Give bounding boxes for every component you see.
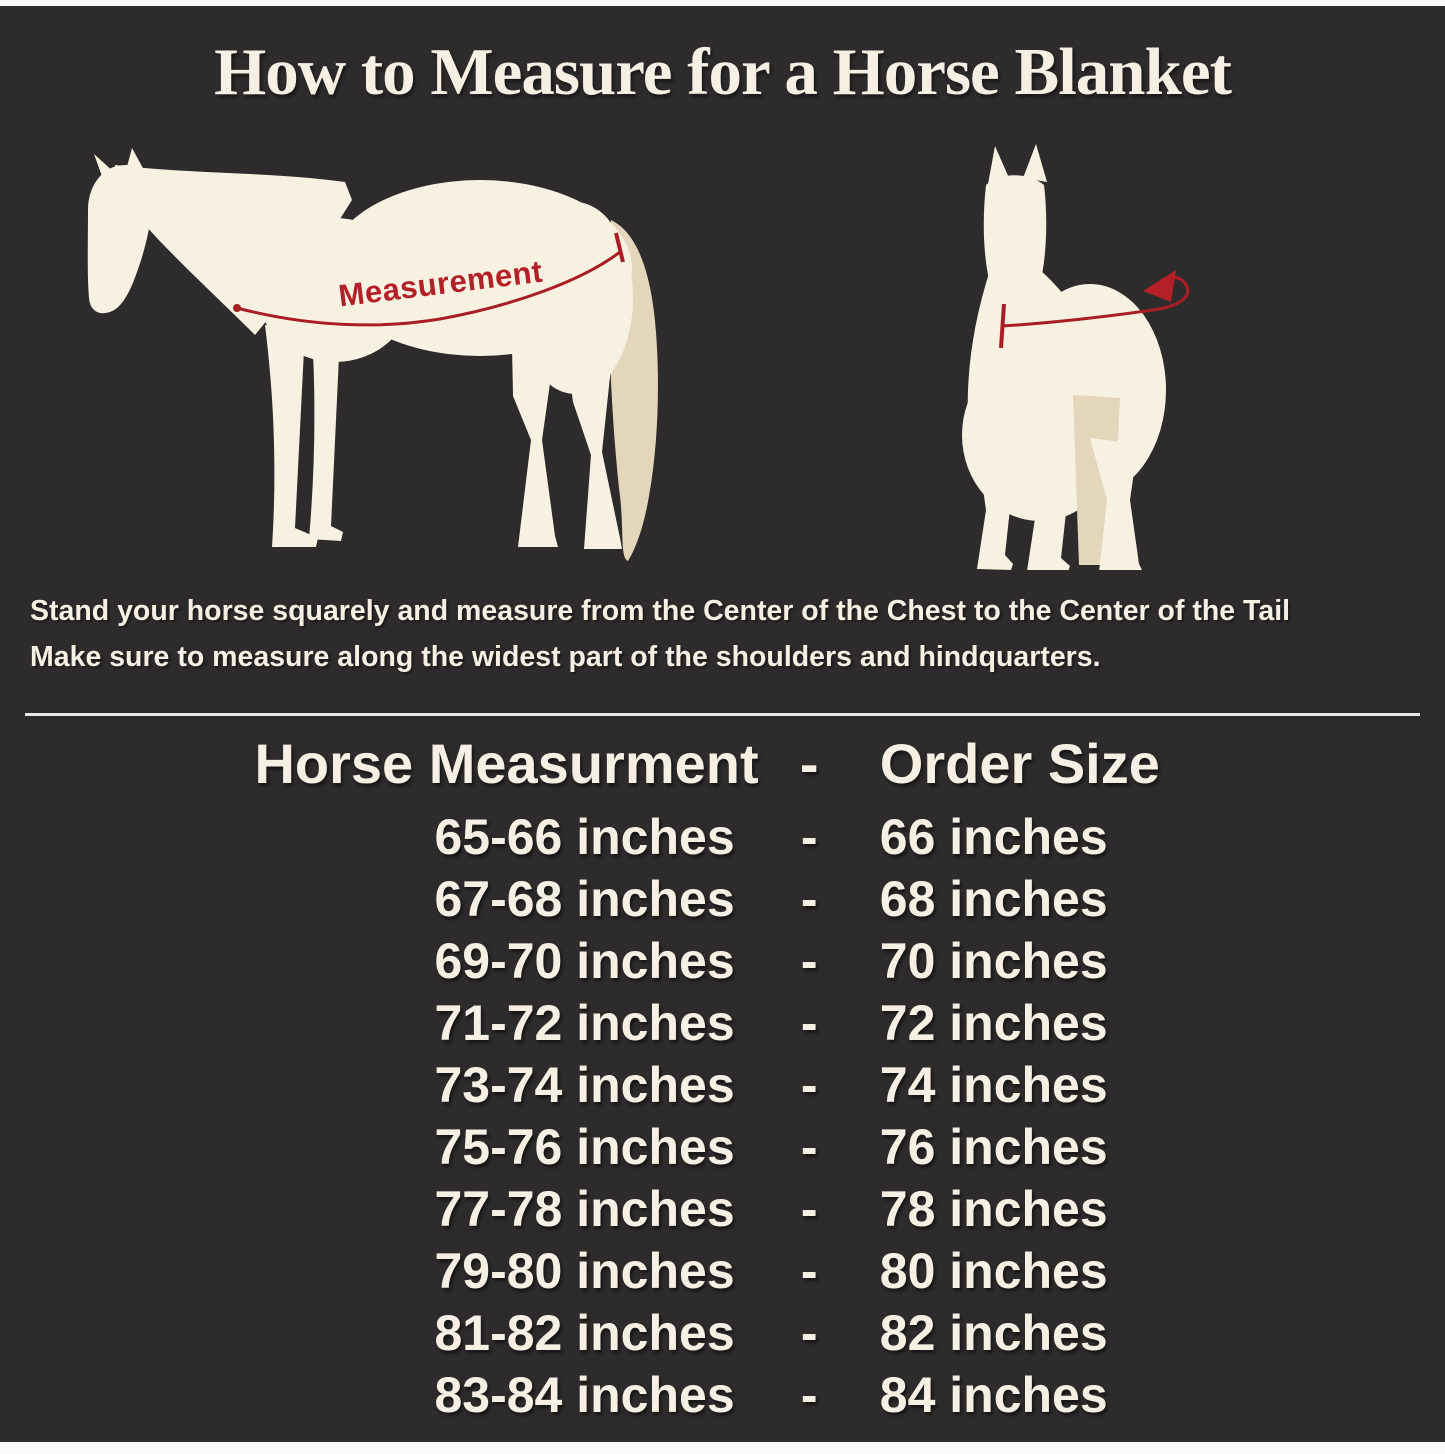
size-row: 83-84 inches - 84 inches	[0, 1364, 1445, 1426]
horse-measurement-value: 81-82 inches	[434, 1305, 735, 1361]
row-separator: -	[800, 1057, 818, 1113]
side-view-horse-illustration: Measurement	[80, 140, 680, 570]
order-size-value: 68 inches	[879, 871, 1108, 927]
horse-front-leg	[309, 332, 343, 541]
size-chart: Horse Measurment - Order Size 65-66 inch…	[0, 728, 1445, 1426]
measurement-end-tick	[614, 232, 625, 263]
row-separator: -	[800, 871, 818, 927]
order-size-value: 80 inches	[879, 1243, 1108, 1299]
horse-measurement-value: 77-78 inches	[434, 1181, 735, 1237]
horse-measurement-value: 65-66 inches	[434, 809, 735, 865]
girth-arrowhead	[1143, 270, 1176, 302]
size-row: 71-72 inches - 72 inches	[0, 992, 1445, 1054]
size-row: 67-68 inches - 68 inches	[0, 868, 1445, 930]
horse-front-leg	[265, 325, 318, 547]
side-view-horse-image	[87, 148, 658, 561]
row-separator: -	[800, 1119, 818, 1175]
horse-ear	[1023, 144, 1047, 182]
row-separator: -	[800, 1243, 818, 1299]
order-size-value: 70 inches	[879, 933, 1108, 989]
size-row: 79-80 inches - 80 inches	[0, 1240, 1445, 1302]
front-view-horse-image	[962, 144, 1190, 570]
row-separator: -	[800, 995, 818, 1051]
horse-rump	[517, 202, 633, 394]
section-divider	[25, 713, 1420, 716]
row-separator: -	[800, 933, 818, 989]
horse-measurement-value: 79-80 inches	[434, 1243, 735, 1299]
horse-measurement-value: 71-72 inches	[434, 995, 735, 1051]
horse-ear	[988, 146, 1009, 184]
horse-front-leg	[1027, 473, 1070, 570]
measuring-instructions: Stand your horse squarely and measure fr…	[30, 588, 1430, 680]
horse-neck	[115, 165, 352, 335]
front-view-horse-illustration	[940, 140, 1210, 570]
page-title: How to Measure for a Horse Blanket	[214, 35, 1232, 109]
measurement-curve	[236, 250, 621, 327]
instructions-line-2: Make sure to measure along the widest pa…	[30, 641, 1101, 673]
horse-hind-leg	[1090, 438, 1142, 570]
size-row: 73-74 inches - 74 inches	[0, 1054, 1445, 1116]
column-header-horse-measurement: Horse Measurment	[254, 732, 759, 795]
row-separator: -	[800, 1305, 818, 1361]
horse-front-leg	[977, 468, 1014, 570]
size-row: 81-82 inches - 82 inches	[0, 1302, 1445, 1364]
order-size-value: 74 inches	[879, 1057, 1108, 1113]
horse-measurement-value: 75-76 inches	[434, 1119, 735, 1175]
size-row: 75-76 inches - 76 inches	[0, 1116, 1445, 1178]
order-size-value: 82 inches	[879, 1305, 1108, 1361]
girth-arrow-curve	[1001, 275, 1190, 328]
header-separator: -	[799, 732, 819, 795]
order-size-value: 76 inches	[879, 1119, 1108, 1175]
horse-head	[983, 175, 1047, 306]
row-separator: -	[800, 809, 818, 865]
row-separator: -	[800, 1367, 818, 1423]
row-separator: -	[800, 1181, 818, 1237]
order-size-value: 72 inches	[879, 995, 1108, 1051]
column-header-order-size: Order Size	[879, 732, 1160, 795]
size-chart-rows: 65-66 inches - 66 inches 67-68 inches - …	[0, 806, 1445, 1426]
horse-hind-leg	[566, 350, 622, 549]
measurement-start-dot	[233, 304, 241, 312]
size-row: 77-78 inches - 78 inches	[0, 1178, 1445, 1240]
instructions-line-1: Stand your horse squarely and measure fr…	[30, 595, 1291, 627]
size-row: 65-66 inches - 66 inches	[0, 806, 1445, 868]
order-size-value: 78 inches	[879, 1181, 1108, 1237]
horse-measurement-value: 83-84 inches	[434, 1367, 735, 1423]
horse-hind-leg	[512, 345, 558, 547]
horse-measurement-value: 69-70 inches	[434, 933, 735, 989]
order-size-value: 84 inches	[879, 1367, 1108, 1423]
horse-measurement-value: 67-68 inches	[434, 871, 735, 927]
order-size-value: 66 inches	[879, 809, 1108, 865]
size-row: 69-70 inches - 70 inches	[0, 930, 1445, 992]
size-chart-header: Horse Measurment - Order Size	[0, 728, 1445, 800]
horse-measurement-value: 73-74 inches	[434, 1057, 735, 1113]
